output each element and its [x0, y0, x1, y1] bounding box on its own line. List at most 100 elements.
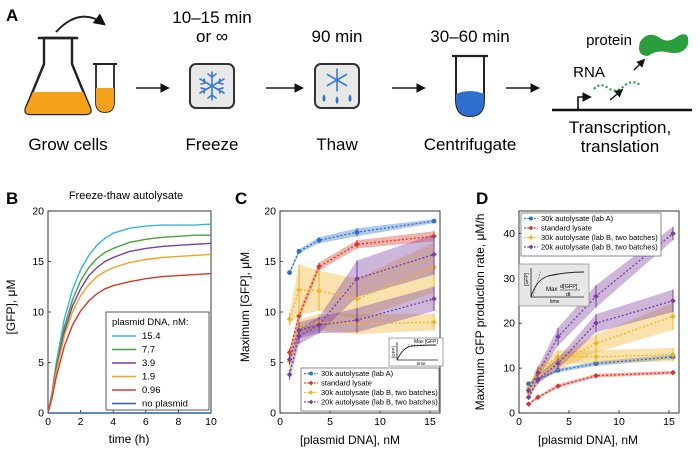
- step-label-centrifugate: Centrifugate: [424, 135, 517, 154]
- panel-d-inset: Max d[GFP] dt time [GFP]: [518, 263, 590, 307]
- data-point: [431, 218, 437, 224]
- panel-c-inset-label: Max [GFP]: [414, 339, 439, 345]
- step-label-transcription: Transcription,: [569, 118, 671, 137]
- panel-d-chart: 0 5 10 15 0 10 20 30 40: [503, 210, 680, 428]
- y-tick-label: 5: [38, 357, 44, 369]
- error-band: [528, 303, 673, 395]
- data-point: [431, 296, 437, 302]
- x-tick-label: 6: [143, 416, 149, 428]
- legend-label: 3.9: [142, 358, 155, 369]
- y-tick-label: 15: [32, 256, 44, 268]
- error-band: [528, 354, 673, 386]
- y-tick-label: 5: [270, 357, 276, 369]
- y-tick-label: 40: [503, 228, 515, 240]
- tube-icon: [93, 63, 117, 113]
- y-tick-label: 0: [270, 408, 276, 420]
- panel-d-letter: D: [476, 189, 488, 208]
- panel-c-ylabel: Maximum [GFP], μM: [238, 252, 252, 362]
- legend-label: 20k autolysate (lab B, two batches): [541, 243, 658, 252]
- legend-label: 30k autolysate (lab A): [321, 369, 394, 378]
- data-point: [555, 333, 561, 340]
- x-tick-label: 4: [110, 416, 116, 428]
- legend-label: standard lysate: [321, 379, 372, 388]
- data-point: [535, 369, 541, 376]
- y-tick-label: 0: [509, 408, 515, 420]
- data-point: [286, 356, 293, 363]
- x-tick-label: 0: [45, 416, 51, 428]
- legend-label: no plasmid: [142, 399, 188, 410]
- data-point: [354, 275, 360, 282]
- panel-d-xlabel: [plasmid DNA], nM: [538, 433, 638, 447]
- legend-label: 0.96: [142, 385, 161, 396]
- data-point: [296, 249, 302, 254]
- panel-d-inset-x: time: [550, 299, 560, 305]
- panel-d-inset-den: dt: [566, 292, 571, 298]
- data-point: [354, 296, 360, 302]
- legend-box: [300, 367, 440, 412]
- step-label-freeze: Freeze: [186, 135, 239, 154]
- panel-c-xlabel: [plasmid DNA], nM: [300, 433, 400, 447]
- panel-c-inset-y: [GFP]: [391, 346, 396, 358]
- data-point: [286, 371, 293, 378]
- panel-a-letter: A: [6, 6, 18, 25]
- panel-b-legend: plasmid DNA, nM: 15.4 7.7 3.9 1.9 0.96 no pla…: [105, 311, 210, 411]
- series-line-15.4: [47, 223, 212, 414]
- step-label-grow: Grow cells: [28, 135, 107, 154]
- series-line-0.96: [47, 272, 212, 414]
- legend-marker: [308, 380, 314, 386]
- snowflake-icon: [326, 68, 348, 92]
- x-tick-label: 0: [277, 416, 283, 428]
- x-tick-label: 0: [516, 416, 522, 428]
- data-point: [316, 322, 322, 328]
- panel-c-chart: 0 5 10 15 0 5 10 15 20: [264, 206, 441, 428]
- data-point: [286, 349, 293, 356]
- curved-arrow-icon: [55, 13, 106, 33]
- data-point: [525, 401, 532, 407]
- legend-marker: [309, 371, 313, 376]
- data-point: [296, 286, 302, 293]
- rna-label: RNA: [573, 64, 605, 81]
- y-tick-label: 20: [32, 206, 44, 218]
- legend-label: 30k autolysate (lab B, two batches): [541, 233, 658, 242]
- panel-b-ylabel: [GFP], μM: [4, 280, 18, 335]
- x-tick-label: 8: [175, 416, 181, 428]
- data-point: [525, 394, 532, 401]
- error-band: [289, 219, 434, 275]
- step-label-thaw: Thaw: [316, 135, 358, 154]
- y-tick-label: 0: [38, 408, 44, 420]
- error-band: [528, 347, 673, 391]
- x-tick-label: 5: [566, 416, 572, 428]
- data-point: [670, 297, 676, 304]
- y-tick-label: 10: [32, 307, 44, 319]
- error-band: [289, 231, 434, 357]
- panel-d-legend: 30k autolysate (lab A)standard lysate30k…: [520, 212, 662, 257]
- protein-label: protein: [586, 32, 632, 49]
- error-band: [528, 226, 673, 394]
- centrifuge-tube-icon: [452, 54, 488, 118]
- data-point: [593, 340, 599, 347]
- legend-marker: [529, 216, 533, 221]
- data-point: [525, 387, 532, 394]
- y-tick-label: 15: [264, 256, 276, 268]
- plot-frame: [518, 210, 680, 414]
- series-line-1.9: [47, 253, 212, 414]
- centrifuge-duration: 30–60 min: [430, 27, 509, 46]
- data-point: [593, 320, 599, 327]
- error-band: [289, 242, 434, 326]
- panel-c-inset-x: time: [417, 361, 426, 366]
- panel-b-chart: 0 2 4 6 8 10 0 5 10 15 20: [32, 206, 217, 429]
- thaw-duration: 90 min: [311, 27, 362, 46]
- panel-d-ylabel: Maximum GFP production rate, μM/h: [473, 214, 487, 411]
- y-tick-label: 10: [264, 307, 276, 319]
- data-point: [670, 230, 676, 237]
- panel-c-legend: 30k autolysate (lab A)standard lysate30k…: [300, 367, 440, 412]
- x-tick-label: 5: [327, 416, 333, 428]
- y-tick-label: 20: [264, 206, 276, 218]
- series-line: [528, 371, 674, 405]
- data-point: [593, 293, 599, 300]
- legend-label: 15.4: [142, 331, 161, 342]
- data-point: [555, 360, 561, 367]
- data-point: [670, 313, 676, 320]
- legend-marker: [528, 225, 534, 231]
- panel-b-xlabel: time (h): [109, 432, 150, 446]
